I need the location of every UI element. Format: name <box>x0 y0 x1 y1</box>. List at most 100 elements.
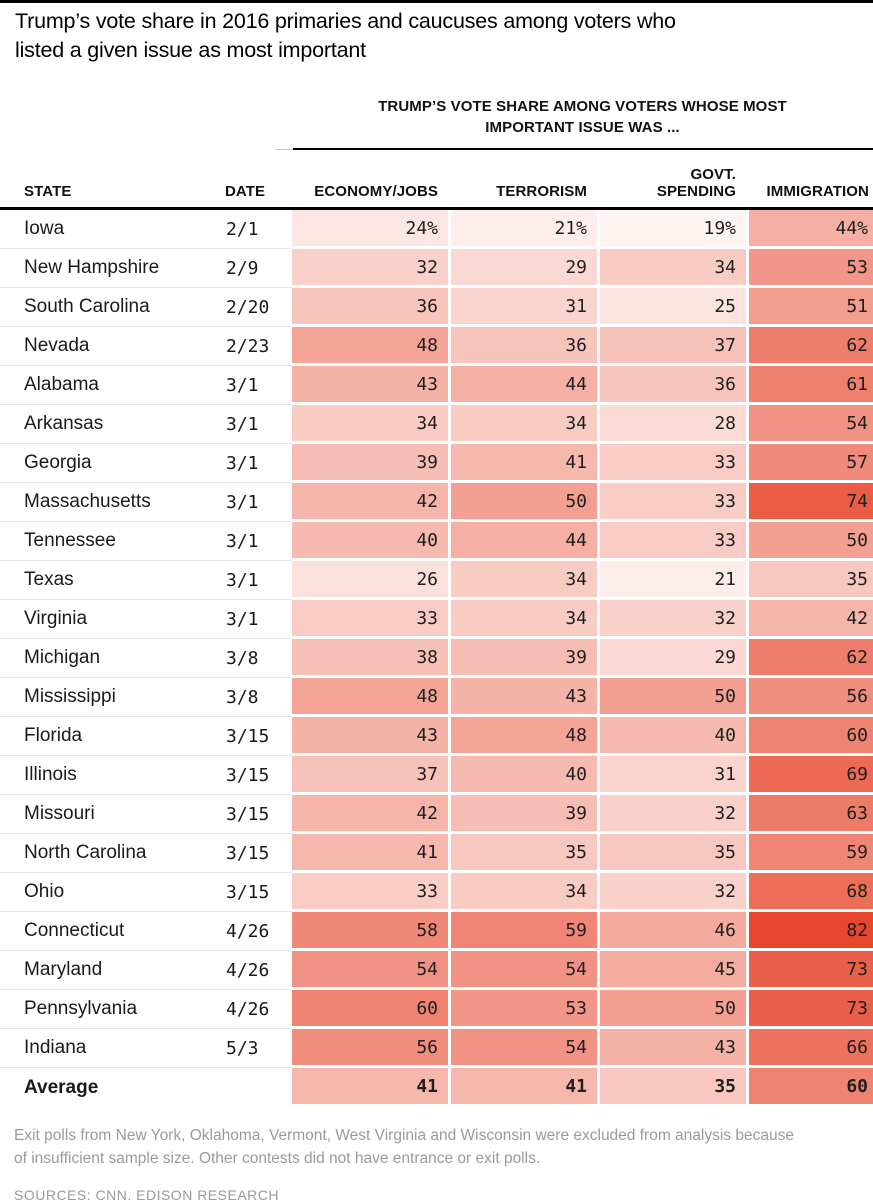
value-cell: 42 <box>746 600 873 639</box>
value-cell: 48 <box>448 717 597 756</box>
state-cell: Florida <box>0 717 225 756</box>
value-cell: 29 <box>448 249 597 288</box>
value-cell: 29 <box>597 639 746 678</box>
table-row: South Carolina 2/20 36 31 25 51 <box>0 288 873 327</box>
table-row: Georgia 3/1 39 41 33 57 <box>0 444 873 483</box>
value-cell: 37 <box>292 756 448 795</box>
value-cell: 19% <box>597 210 746 249</box>
value-cell: 32 <box>597 873 746 912</box>
state-cell: Ohio <box>0 873 225 912</box>
value-cell: 35 <box>448 834 597 873</box>
value-cell: 50 <box>448 483 597 522</box>
value-cell: 21 <box>597 561 746 600</box>
state-cell: Tennessee <box>0 522 225 561</box>
value-cell: 38 <box>292 639 448 678</box>
state-cell: North Carolina <box>0 834 225 873</box>
value-cell: 36 <box>597 366 746 405</box>
table-row: Texas 3/1 26 34 21 35 <box>0 561 873 600</box>
value-cell: 74 <box>746 483 873 522</box>
state-cell: Missouri <box>0 795 225 834</box>
value-cell: 36 <box>448 327 597 366</box>
table-row: Michigan 3/8 38 39 29 62 <box>0 639 873 678</box>
date-cell: 3/15 <box>225 756 292 795</box>
value-cell: 31 <box>448 288 597 327</box>
value-cell: 33 <box>597 483 746 522</box>
date-cell: 4/26 <box>225 990 292 1029</box>
table-row: New Hampshire 2/9 32 29 34 53 <box>0 249 873 288</box>
value-cell: 40 <box>448 756 597 795</box>
date-cell: 2/9 <box>225 249 292 288</box>
value-cell: 42 <box>292 795 448 834</box>
value-cell: 34 <box>448 405 597 444</box>
state-cell: Georgia <box>0 444 225 483</box>
table-row: Virginia 3/1 33 34 32 42 <box>0 600 873 639</box>
value-cell: 54 <box>448 1029 597 1068</box>
value-cell: 68 <box>746 873 873 912</box>
value-cell: 45 <box>597 951 746 990</box>
table-row: Nevada 2/23 48 36 37 62 <box>0 327 873 366</box>
value-cell: 60 <box>746 717 873 756</box>
value-cell: 57 <box>746 444 873 483</box>
value-cell: 63 <box>746 795 873 834</box>
state-cell: Illinois <box>0 756 225 795</box>
data-table: STATE DATE ECONOMY/JOBS TERRORISM GOVT. … <box>0 158 873 1107</box>
column-header-date: DATE <box>225 158 292 210</box>
state-cell: Iowa <box>0 210 225 249</box>
date-cell: 2/23 <box>225 327 292 366</box>
value-cell: 50 <box>597 678 746 717</box>
value-cell: 28 <box>597 405 746 444</box>
value-cell: 35 <box>597 834 746 873</box>
value-cell: 73 <box>746 990 873 1029</box>
state-cell: Michigan <box>0 639 225 678</box>
chart-title: Trump’s vote share in 2016 primaries and… <box>15 7 835 65</box>
value-cell: 54 <box>448 951 597 990</box>
value-cell: 36 <box>292 288 448 327</box>
spanner-rule-stub <box>276 149 293 150</box>
table-row: Massachusetts 3/1 42 50 33 74 <box>0 483 873 522</box>
value-cell: 58 <box>292 912 448 951</box>
value-cell: 43 <box>292 366 448 405</box>
sources-credit: SOURCES: CNN, EDISON RESEARCH <box>14 1187 279 1200</box>
column-header-economy: ECONOMY/JOBS <box>292 158 448 210</box>
value-cell: 35 <box>597 1068 746 1107</box>
date-cell: 3/1 <box>225 600 292 639</box>
table-row: Missouri 3/15 42 39 32 63 <box>0 795 873 834</box>
value-cell: 33 <box>292 600 448 639</box>
table-row: Maryland 4/26 54 54 45 73 <box>0 951 873 990</box>
value-cell: 41 <box>292 834 448 873</box>
date-cell: 3/1 <box>225 483 292 522</box>
value-cell: 51 <box>746 288 873 327</box>
date-cell: 2/1 <box>225 210 292 249</box>
date-cell: 3/1 <box>225 366 292 405</box>
value-cell: 34 <box>448 561 597 600</box>
chart-title-line2: listed a given issue as most important <box>15 38 366 62</box>
value-cell: 40 <box>292 522 448 561</box>
value-cell: 33 <box>597 522 746 561</box>
date-cell: 3/15 <box>225 834 292 873</box>
state-cell: Pennsylvania <box>0 990 225 1029</box>
date-cell: 3/15 <box>225 717 292 756</box>
date-cell: 3/15 <box>225 873 292 912</box>
table-row: Iowa 2/1 24% 21% 19% 44% <box>0 210 873 249</box>
value-cell: 69 <box>746 756 873 795</box>
value-cell: 46 <box>597 912 746 951</box>
table-row: Mississippi 3/8 48 43 50 56 <box>0 678 873 717</box>
value-cell: 41 <box>292 1068 448 1107</box>
value-cell: 34 <box>448 600 597 639</box>
date-cell: 3/1 <box>225 522 292 561</box>
value-cell: 44 <box>448 366 597 405</box>
table-row: Ohio 3/15 33 34 32 68 <box>0 873 873 912</box>
date-cell: 4/26 <box>225 912 292 951</box>
date-cell: 3/8 <box>225 678 292 717</box>
table-row: Alabama 3/1 43 44 36 61 <box>0 366 873 405</box>
date-cell: 3/1 <box>225 561 292 600</box>
value-cell: 48 <box>292 327 448 366</box>
value-cell: 59 <box>746 834 873 873</box>
value-cell: 37 <box>597 327 746 366</box>
table-row: North Carolina 3/15 41 35 35 59 <box>0 834 873 873</box>
value-cell: 43 <box>448 678 597 717</box>
value-cell: 54 <box>746 405 873 444</box>
value-cell: 35 <box>746 561 873 600</box>
footnote: Exit polls from New York, Oklahoma, Verm… <box>14 1127 794 1167</box>
